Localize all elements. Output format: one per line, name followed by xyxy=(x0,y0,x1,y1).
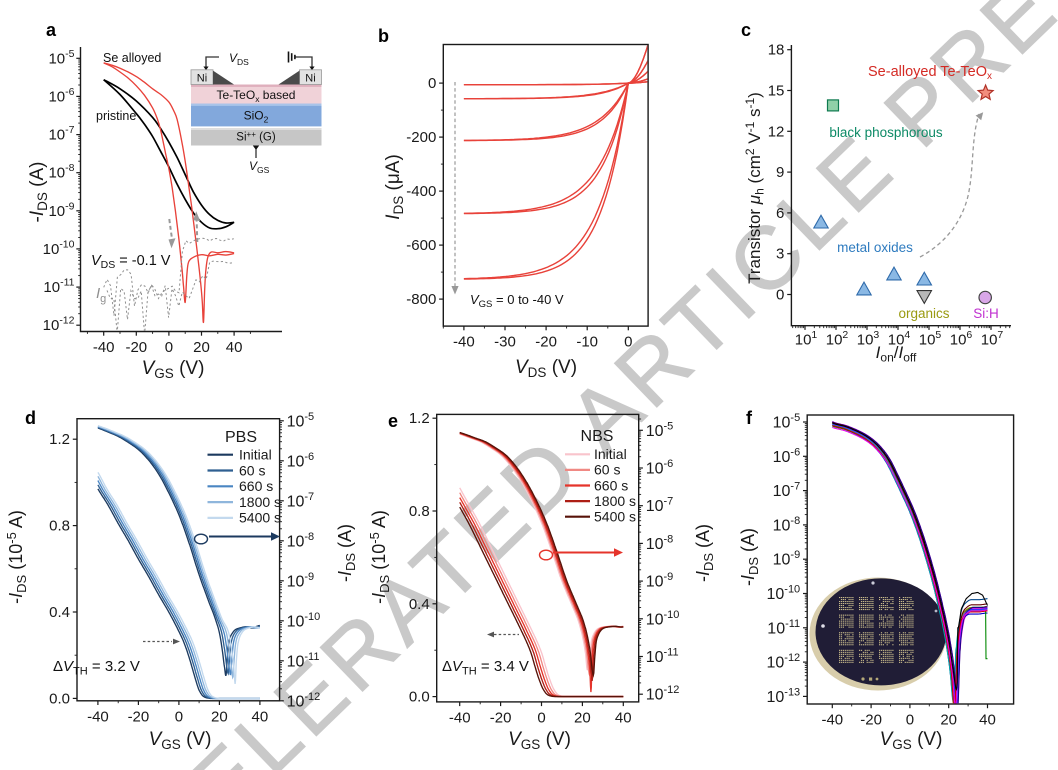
svg-text:-20: -20 xyxy=(490,709,512,726)
svg-text:-IDS (A): -IDS (A) xyxy=(693,524,716,582)
svg-text:-40: -40 xyxy=(453,334,475,351)
svg-text:60 s: 60 s xyxy=(594,462,620,478)
svg-text:c: c xyxy=(741,20,751,40)
svg-text:d: d xyxy=(25,408,36,428)
svg-text:-IDS (A): -IDS (A) xyxy=(738,528,761,586)
svg-text:-20: -20 xyxy=(860,712,882,729)
svg-text:-400: -400 xyxy=(406,183,436,200)
svg-text:0: 0 xyxy=(776,287,784,304)
svg-text:VDS (V): VDS (V) xyxy=(515,357,577,380)
svg-text:3: 3 xyxy=(776,246,784,263)
svg-text:VGS (V): VGS (V) xyxy=(149,729,212,752)
svg-text:-40: -40 xyxy=(821,712,843,729)
svg-text:Si:H: Si:H xyxy=(973,306,999,321)
svg-text:VGS (V): VGS (V) xyxy=(508,729,571,752)
svg-text:Initial: Initial xyxy=(594,446,627,462)
svg-text:0.0: 0.0 xyxy=(409,689,430,706)
svg-text:660 s: 660 s xyxy=(239,478,273,494)
svg-text:-40: -40 xyxy=(87,708,109,725)
svg-text:IDS (μA): IDS (μA) xyxy=(383,154,406,220)
svg-text:0: 0 xyxy=(175,708,183,725)
svg-text:5400 s: 5400 s xyxy=(239,510,281,526)
svg-text:Si++ (G): Si++ (G) xyxy=(236,130,276,144)
svg-text:20: 20 xyxy=(193,339,210,356)
svg-text:1.2: 1.2 xyxy=(409,410,430,427)
svg-text:VGS (V): VGS (V) xyxy=(142,358,205,381)
svg-text:10-11: 10-11 xyxy=(646,647,679,667)
svg-text:0.8: 0.8 xyxy=(49,518,70,535)
svg-text:660 s: 660 s xyxy=(594,477,628,493)
svg-text:1.2: 1.2 xyxy=(49,431,70,448)
svg-text:PBS: PBS xyxy=(225,429,257,446)
svg-text:12: 12 xyxy=(768,123,785,140)
svg-text:pristine: pristine xyxy=(96,109,136,123)
svg-text:Ni: Ni xyxy=(197,73,207,85)
svg-text:-IDS (10-5 A): -IDS (10-5 A) xyxy=(4,510,29,604)
svg-text:40: 40 xyxy=(979,712,996,729)
svg-text:VGS: VGS xyxy=(249,159,270,175)
svg-text:a: a xyxy=(46,20,57,40)
svg-text:0.4: 0.4 xyxy=(409,596,430,613)
svg-text:-40: -40 xyxy=(93,339,115,356)
svg-text:Se-alloyed Te-TeOx: Se-alloyed Te-TeOx xyxy=(868,64,992,82)
svg-text:-IDS (A): -IDS (A) xyxy=(27,162,50,223)
svg-text:20: 20 xyxy=(574,709,591,726)
svg-text:15: 15 xyxy=(768,83,785,100)
svg-text:20: 20 xyxy=(211,708,228,725)
svg-text:0: 0 xyxy=(428,75,436,92)
svg-text:5400 s: 5400 s xyxy=(594,509,636,525)
svg-text:9: 9 xyxy=(776,164,784,181)
svg-text:Ig: Ig xyxy=(96,285,106,305)
svg-text:0: 0 xyxy=(537,709,545,726)
svg-text:NBS: NBS xyxy=(581,428,614,445)
svg-text:-20: -20 xyxy=(535,334,557,351)
svg-text:VDS: VDS xyxy=(229,51,249,67)
svg-text:-20: -20 xyxy=(128,708,150,725)
svg-text:Se alloyed: Se alloyed xyxy=(103,51,161,65)
svg-text:VGS = 0 to -40 V: VGS = 0 to -40 V xyxy=(470,292,564,310)
svg-text:-30: -30 xyxy=(494,334,516,351)
svg-text:60 s: 60 s xyxy=(239,462,265,478)
svg-text:Ni: Ni xyxy=(305,73,315,85)
svg-text:1800 s: 1800 s xyxy=(239,494,281,510)
svg-text:Initial: Initial xyxy=(239,447,272,463)
svg-text:f: f xyxy=(746,408,753,428)
svg-text:b: b xyxy=(378,26,389,46)
svg-text:0.4: 0.4 xyxy=(49,604,70,621)
svg-text:organics: organics xyxy=(898,306,949,321)
svg-text:0: 0 xyxy=(165,339,173,356)
svg-text:0.0: 0.0 xyxy=(49,690,70,707)
svg-text:ΔVTH = 3.2 V: ΔVTH = 3.2 V xyxy=(53,658,140,678)
svg-text:SiO2: SiO2 xyxy=(244,109,269,125)
svg-text:Ion/Ioff: Ion/Ioff xyxy=(876,343,917,365)
svg-text:18: 18 xyxy=(768,42,785,59)
svg-text:1800 s: 1800 s xyxy=(594,493,636,509)
svg-text:-600: -600 xyxy=(406,237,436,254)
svg-text:ΔVTH = 3.4 V: ΔVTH = 3.4 V xyxy=(442,658,529,678)
svg-text:20: 20 xyxy=(940,712,957,729)
svg-text:VDS = -0.1 V: VDS = -0.1 V xyxy=(91,253,171,271)
svg-text:-200: -200 xyxy=(406,129,436,146)
svg-text:0: 0 xyxy=(624,334,632,351)
svg-text:-800: -800 xyxy=(406,291,436,308)
svg-text:0.8: 0.8 xyxy=(409,503,430,520)
svg-text:6: 6 xyxy=(776,205,784,222)
svg-text:40: 40 xyxy=(615,709,632,726)
svg-text:-40: -40 xyxy=(449,709,471,726)
svg-text:-IDS (A): -IDS (A) xyxy=(335,524,358,582)
svg-text:40: 40 xyxy=(226,339,243,356)
svg-text:Transistor μh (cm2 V-1 s-1): Transistor μh (cm2 V-1 s-1) xyxy=(743,92,767,284)
svg-text:40: 40 xyxy=(252,708,269,725)
svg-text:e: e xyxy=(388,411,398,431)
svg-text:-IDS (10-5 A): -IDS (10-5 A) xyxy=(367,510,392,604)
svg-text:VGS (V): VGS (V) xyxy=(880,729,943,752)
svg-text:-10: -10 xyxy=(576,334,598,351)
svg-text:metal oxides: metal oxides xyxy=(837,240,913,255)
svg-text:black phosphorous: black phosphorous xyxy=(829,125,943,140)
svg-text:-20: -20 xyxy=(125,339,147,356)
svg-text:Te-TeOx based: Te-TeOx based xyxy=(217,88,296,104)
svg-text:0: 0 xyxy=(906,712,914,729)
